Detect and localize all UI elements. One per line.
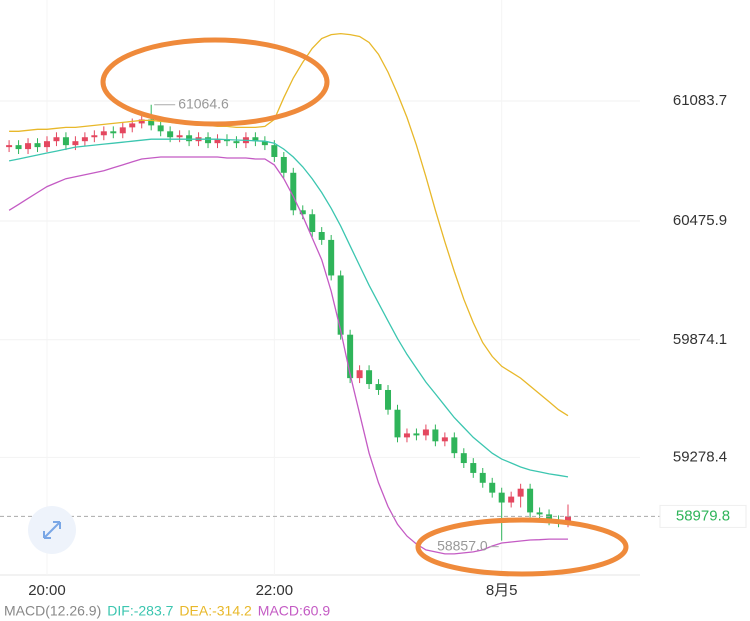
- candle-body: [375, 384, 382, 390]
- candle-body: [62, 137, 69, 146]
- y-tick-label: 61083.7: [673, 92, 727, 109]
- candle-body: [527, 488, 534, 513]
- candle-body: [25, 143, 32, 150]
- band-line: [8, 156, 568, 555]
- candle-body: [337, 275, 344, 335]
- candle-body: [356, 370, 363, 379]
- candle-body: [347, 334, 354, 379]
- highlight-ellipse: [415, 517, 629, 577]
- candle-body: [271, 145, 278, 157]
- candle-body: [318, 232, 325, 240]
- indicator-label: MACD(12.26.9): [4, 603, 101, 619]
- candle-body: [517, 488, 524, 497]
- candle-body: [413, 433, 420, 436]
- candle-body: [422, 429, 429, 436]
- candle-body: [299, 210, 306, 215]
- indicator-label: MACD:60.9: [258, 603, 331, 619]
- candle-body: [205, 137, 212, 144]
- candle-body: [53, 137, 60, 142]
- candle-body: [15, 145, 22, 150]
- candle-body: [546, 514, 553, 521]
- band-line: [8, 138, 569, 478]
- candle-body: [470, 463, 477, 473]
- candle-body: [366, 370, 373, 385]
- candle-body: [451, 437, 458, 454]
- candle-body: [138, 119, 145, 124]
- candle-body: [81, 137, 88, 142]
- candle-body: [252, 137, 259, 142]
- candle-body: [261, 141, 268, 146]
- expand-button[interactable]: [28, 506, 76, 554]
- indicator-label: DIF:-283.7: [107, 603, 173, 619]
- candle-body: [34, 143, 41, 148]
- candle-body: [290, 172, 297, 211]
- y-tick-label: 59874.1: [673, 331, 727, 348]
- candle-body: [536, 512, 543, 515]
- candle-body: [148, 119, 155, 126]
- candle-body: [460, 453, 467, 464]
- candle-body: [441, 437, 448, 442]
- candle-body: [6, 145, 13, 148]
- candle-body: [157, 125, 164, 132]
- candle-body: [280, 156, 287, 173]
- candle-body: [498, 492, 505, 503]
- x-tick-label: 8月5: [486, 582, 518, 599]
- candle-body: [176, 135, 183, 138]
- candle-body: [328, 239, 335, 276]
- candle-body: [186, 135, 193, 142]
- expand-icon[interactable]: [43, 521, 61, 539]
- candle-body: [385, 389, 392, 410]
- band-line: [9, 32, 569, 417]
- candle-body: [508, 496, 515, 503]
- candle-body: [233, 141, 240, 144]
- candle-body: [489, 482, 496, 493]
- candle-body: [43, 141, 50, 148]
- last-price-box: [659, 504, 747, 528]
- x-tick-label: 20:00: [28, 582, 66, 599]
- highlight-ellipse: [100, 37, 330, 127]
- candle-body: [565, 516, 572, 523]
- candle-body: [167, 131, 174, 138]
- y-tick-label: 59278.4: [673, 448, 727, 465]
- min-label: 58857.0: [437, 537, 488, 553]
- indicator-label: DEA:-314.2: [179, 603, 252, 619]
- candle-body: [432, 429, 439, 442]
- candle-body: [309, 214, 316, 233]
- candle-body: [479, 472, 486, 483]
- candle-body: [72, 141, 79, 146]
- candle-body: [394, 409, 401, 438]
- last-price-label: 58979.8: [676, 507, 730, 524]
- candle-body: [214, 139, 221, 144]
- x-tick-label: 22:00: [256, 582, 294, 599]
- candle-body: [119, 127, 126, 134]
- max-label: 61064.6: [178, 95, 229, 111]
- candle-body: [403, 433, 410, 438]
- plot-area: 61083.7 60475.9 59874.1 59278.4 20:00 22:00 8月…: [0, 0, 727, 599]
- candle-body: [110, 131, 117, 134]
- candle-body: [100, 131, 107, 136]
- y-tick-label: 60475.9: [673, 212, 727, 229]
- candle-body: [91, 135, 98, 138]
- candle-body: [129, 123, 136, 128]
